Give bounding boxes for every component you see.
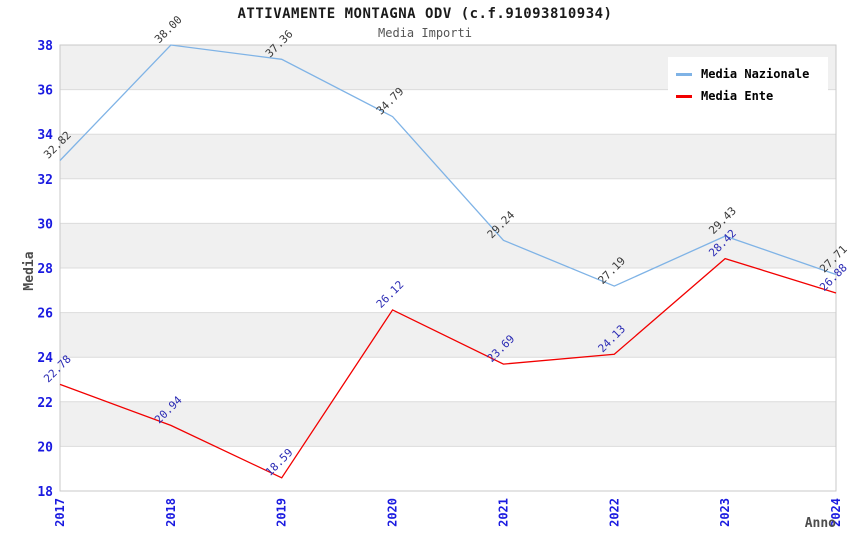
chart-subtitle: Media Importi [378,26,472,40]
y-tick-label: 22 [37,396,53,411]
y-tick-label: 34 [37,128,53,143]
x-tick-label: 2019 [275,498,289,527]
y-tick-label: 20 [37,440,53,455]
chart-title: ATTIVAMENTE MONTAGNA ODV (c.f.9109381093… [237,6,613,22]
x-tick-label: 2020 [386,498,400,527]
y-tick-label: 30 [37,217,53,232]
legend-item-media-nazionale: Media Nazionale [676,63,818,85]
plot-band [60,401,836,447]
plot-band [60,357,836,402]
x-tick-label: 2021 [496,498,510,527]
series-line-media-ente [59,257,837,479]
y-tick-label: 28 [37,262,53,277]
y-axis-title: Media [22,251,37,290]
plot-band [60,446,836,491]
media-ente-line-swatch [676,94,692,98]
y-tick-label: 38 [37,39,53,54]
x-tick-label: 2018 [164,498,178,527]
y-tick-label: 32 [37,173,53,188]
y-tick-label: 18 [37,485,53,500]
y-tick-label: 36 [37,84,53,99]
plot-border [59,44,837,492]
media-nazionale-line-swatch [676,72,692,76]
y-tick-label: 26 [37,307,53,322]
plot-band [60,134,836,179]
plot-band [60,178,836,224]
legend-label: Media Ente [701,89,774,103]
plot-band [60,223,836,268]
series-line-media-nazionale [59,44,837,287]
legend: Media Nazionale Media Ente [668,57,828,115]
x-tick-label: 2022 [607,498,621,527]
x-tick-label: 2017 [53,498,67,527]
plot-band [60,312,836,358]
plot-band [60,268,836,313]
x-tick-label: 2023 [718,498,732,527]
y-tick-label: 24 [37,351,53,366]
data-point-label-media-nazionale: 38.00 [152,13,185,46]
legend-label: Media Nazionale [701,67,810,81]
x-tick-label: 2024 [829,498,843,527]
legend-item-media-ente: Media Ente [676,85,818,107]
x-axis-title: Anno [805,516,836,531]
